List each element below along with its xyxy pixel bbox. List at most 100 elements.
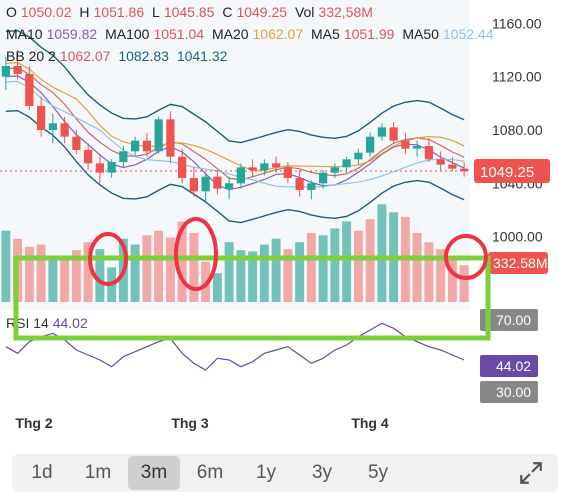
volume-bar [424,242,434,302]
candle-body [389,127,398,141]
candle-body [236,167,245,184]
candle-body [189,178,198,192]
volume-bar [95,249,105,302]
y-axis: 1160.001120.001080.001040.001000.001049.… [474,15,550,403]
candle-body [448,164,457,169]
tf-1m-button[interactable]: 1m [84,462,112,483]
x-tick-label: Thg 4 [351,415,389,431]
green-annotation-box [13,255,491,341]
volume-bar [259,244,269,302]
volume-bar [248,251,258,302]
volume-bar [83,242,93,302]
rsi-line [5,322,465,371]
candle-body [201,176,210,192]
tf-1y-button[interactable]: 1y [255,462,277,483]
timeframe-selector: 1d 1m 3m 6m 1y 3y 5y [12,454,558,492]
tf-3m-button[interactable]: 3m [128,456,180,490]
tf-5y-button[interactable]: 5y [367,462,389,483]
y-tick-label: 1000.00 [492,229,543,245]
candle-body [319,172,328,184]
volume-bar [60,258,70,302]
volume-bar [283,249,293,302]
bb-label: BB 20 2 [6,48,56,64]
volume-badge-label: 332.58M [493,255,547,271]
volume-bar [1,230,11,302]
red-annotation-circle [444,234,488,280]
candle-body [460,168,469,172]
volume-bar [318,235,328,302]
volume-bar [212,273,222,302]
rsi-70-badge [480,309,538,331]
bb-upper: 1062.07 [59,48,111,64]
volume-bar [189,233,199,302]
ohlcv-legend: O 1050.02 H 1051.86 L 1045.85 C 1049.25 Vol 3… [6,4,377,20]
red-annotation-circle [88,232,128,286]
c-label: C [222,4,233,20]
ma20-value: 1062.07 [252,26,304,42]
o-value: 1050.02 [20,4,72,20]
rsi-30-badge [480,381,538,403]
candle-body [107,162,116,173]
volume-bar [353,230,363,302]
candle-body [84,150,93,164]
volume-bar [330,228,340,302]
bb-legend: BB 20 2 1062.07 1082.83 1041.32 [6,48,231,64]
candle-body [283,167,292,178]
volume-bar [306,233,316,302]
candle-body [25,74,34,106]
volume-bar [459,265,469,302]
x-axis: Thg 2 Thg 3 Thg 4 [15,415,389,431]
candle-body [1,66,10,77]
candle-body [272,163,281,168]
y-tick-label: 1080.00 [492,122,543,138]
h-value: 1051.86 [93,4,145,20]
candle-body [48,123,57,130]
volume-bar [24,246,34,302]
volume-bar [165,237,175,302]
volume-bar [377,204,387,302]
ma5-label: MA5 [311,26,340,42]
volume-bar [224,242,234,302]
candle-body [166,119,175,157]
tf-3y-button[interactable]: 3y [311,462,333,483]
bb-upper-line [5,29,465,144]
x-tick-label: Thg 3 [171,415,209,431]
ma5-value: 1051.99 [343,26,395,42]
volume-bar [142,235,152,302]
candle-body [354,152,363,160]
candle-body [37,106,46,130]
volume-bar [271,238,281,302]
rsi-value: 44.02 [53,315,88,331]
volume-bar [295,242,305,302]
bb-middle-line [5,67,465,181]
ma-line [5,75,465,191]
candle-body [377,127,386,137]
price-badge-label: 1049.25 [480,164,534,181]
bollinger-bands [5,29,465,224]
tf-1d-button[interactable]: 1d [31,462,53,483]
tf-6m-button[interactable]: 6m [196,462,224,483]
candle-body [154,119,163,152]
rsi-panel: RSI 14 44.02 [5,315,465,371]
candle-body [178,156,187,178]
candle-body [13,66,22,74]
candle-body [342,159,351,168]
rsi-label: RSI 14 44.02 [6,315,88,331]
candle-body [413,146,422,149]
expand-icon[interactable] [518,460,544,486]
candle-body [260,163,269,170]
chart-canvas[interactable]: RSI 14 44.02 1160.001120.001080.001040.0… [0,0,569,450]
candle-body [295,178,304,190]
l-value: 1045.85 [163,4,215,20]
candle-body [142,140,151,152]
ma20-label: MA20 [211,26,249,42]
volume-bar [412,233,422,302]
candle-body [307,183,316,190]
candle-body [248,167,257,170]
red-annotation-circle [174,217,218,291]
candle-body [366,136,375,153]
candle-body [213,176,222,189]
candlesticks [1,50,469,204]
candle-body [225,183,234,189]
